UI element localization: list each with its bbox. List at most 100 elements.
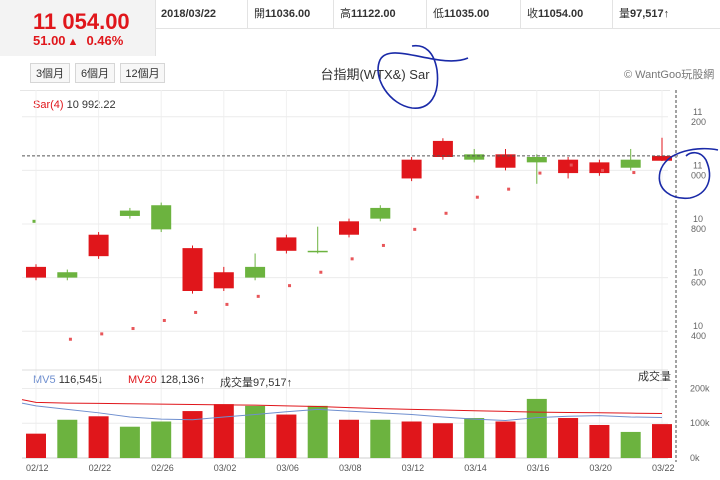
x-tick-label: 03/20	[589, 463, 612, 473]
volume-bar	[88, 416, 109, 458]
volume-bar	[307, 405, 328, 458]
x-tick-label: 03/14	[464, 463, 487, 473]
volume-bar	[119, 426, 140, 458]
sar-point	[162, 318, 166, 322]
y-tick-label: 400	[691, 331, 706, 341]
volume-tick-label: 0k	[690, 453, 700, 463]
sar-point	[225, 302, 229, 306]
candle-body	[245, 266, 266, 278]
sar-point	[444, 211, 448, 215]
sar-point	[569, 163, 573, 167]
volume-bar	[151, 421, 172, 458]
sar-point	[256, 294, 260, 298]
candle-body	[26, 266, 46, 278]
last-price: 11 054.00	[33, 9, 130, 34]
candle-body	[464, 154, 485, 160]
info-low: 低11035.00	[426, 0, 520, 28]
volume-bar	[464, 418, 485, 458]
range-12m-button[interactable]: 12個月	[120, 63, 165, 83]
candle-body	[213, 272, 234, 289]
candle-body	[151, 205, 172, 230]
candle-body	[370, 207, 391, 219]
volume-bar	[276, 414, 297, 458]
volume-bar	[652, 424, 672, 458]
range-3m-button[interactable]: 3個月	[30, 63, 70, 83]
x-tick-label: 03/08	[339, 463, 362, 473]
volume-bar	[432, 423, 453, 458]
sar-legend: Sar(4) 10 992.22	[33, 99, 116, 111]
y-tick-label: 000	[691, 170, 706, 180]
volume-legend: 成交量97,517↑	[220, 377, 293, 389]
x-tick-label: 02/26	[151, 463, 174, 473]
volume-bar	[526, 398, 547, 458]
info-volume: 量97,517↑	[612, 0, 720, 28]
x-tick-label: 02/12	[26, 463, 49, 473]
y-tick-label: 10	[693, 214, 703, 224]
candle-body	[620, 159, 641, 168]
sar-point	[350, 257, 354, 261]
volume-tick-label: 200k	[690, 383, 710, 393]
sar-point	[131, 327, 135, 331]
candle-body	[558, 159, 579, 174]
info-open: 開11036.00	[247, 0, 333, 28]
price-change: 51.00 ▲ 0.46%	[33, 33, 123, 48]
info-date: 2018/03/22	[161, 8, 217, 20]
info-high: 高11122.00	[333, 0, 426, 28]
sar-point	[507, 187, 511, 191]
x-tick-label: 03/12	[402, 463, 425, 473]
volume-bar	[213, 404, 234, 458]
volume-bar	[620, 431, 641, 458]
volume-bar	[370, 419, 391, 458]
volume-bar	[245, 405, 266, 458]
sar-point	[601, 168, 605, 172]
x-tick-label: 03/06	[276, 463, 299, 473]
sar-point	[100, 332, 104, 336]
sar-point	[32, 219, 36, 223]
x-tick-label: 03/22	[652, 463, 675, 473]
candle-body	[307, 250, 328, 253]
y-tick-label: 10	[693, 268, 703, 278]
candle-body	[495, 154, 516, 168]
x-tick-label: 03/16	[527, 463, 550, 473]
volume-tick-label: 100k	[690, 418, 710, 428]
volume-bar	[401, 421, 422, 458]
sar-point	[632, 171, 636, 175]
info-close: 收11054.00	[520, 0, 612, 28]
y-tick-label: 11	[693, 107, 702, 117]
change-percent: 0.46%	[86, 33, 124, 48]
candle-body	[432, 140, 453, 157]
sar-point	[194, 310, 198, 314]
range-6m-button[interactable]: 6個月	[75, 63, 115, 83]
sar-point	[538, 171, 542, 175]
candle-body	[276, 237, 297, 251]
y-tick-label: 10	[693, 321, 703, 331]
ohlc-info-bar: 2018/03/22 開11036.00 高11122.00 低11035.00…	[155, 0, 720, 29]
chart-title: 台指期(WTX&) Sar	[320, 67, 430, 82]
volume-bar	[339, 419, 359, 458]
pen-annotation-title	[377, 44, 469, 109]
candle-body	[119, 210, 140, 216]
volume-bar	[558, 418, 579, 458]
sar-point	[319, 270, 323, 274]
volume-bar	[495, 421, 516, 458]
pen-annotation-last-candle	[658, 147, 719, 199]
candle-body	[526, 157, 547, 163]
candle-body	[339, 221, 359, 235]
mv20-line	[21, 399, 663, 414]
sar-point	[68, 337, 72, 341]
candle-body	[401, 159, 422, 179]
change-value: 51.00	[33, 33, 66, 48]
sar-point	[288, 284, 292, 288]
up-arrow-icon: ▲	[67, 36, 79, 48]
volume-bar	[57, 419, 78, 458]
mv20-legend: MV20 128,136↑	[128, 374, 206, 386]
volume-bar	[182, 411, 203, 458]
mv5-line	[21, 402, 663, 421]
sar-point	[381, 243, 385, 247]
y-tick-label: 200	[691, 117, 706, 127]
chart-frame	[20, 90, 670, 359]
y-tick-label: 800	[691, 224, 706, 234]
candle-body	[57, 272, 78, 278]
sar-point	[475, 195, 479, 199]
